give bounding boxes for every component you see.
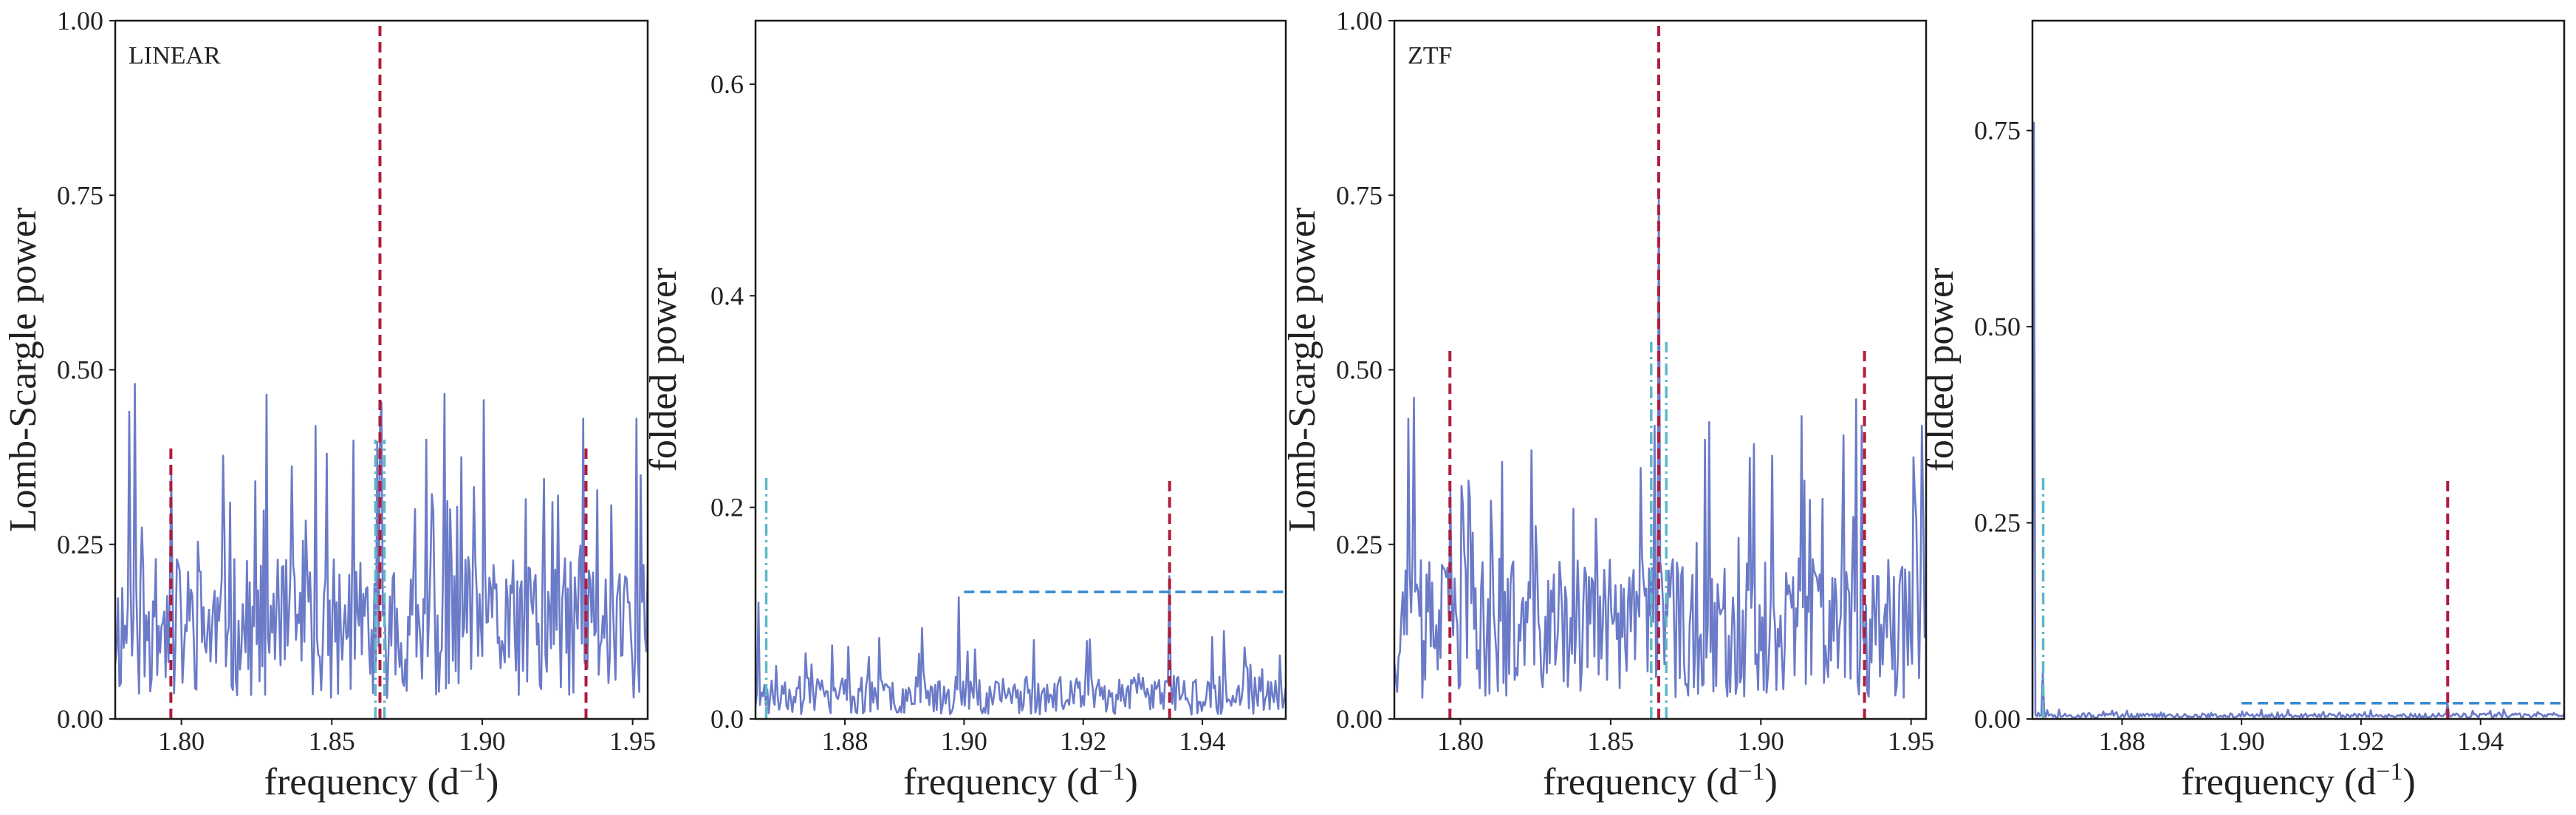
- x-axis-label-tail: ): [1765, 761, 1778, 803]
- y-tick-label: 0.50: [57, 355, 103, 385]
- panel-1: 1.80 1.85 1.90 1.95 0.00 0.25 0.50 0.75 1.00 freq…: [2, 6, 656, 803]
- panel-tag: LINEAR: [129, 42, 221, 69]
- x-tick-label: 1.92: [2337, 726, 2384, 756]
- y-tick-label: 0.4: [710, 281, 744, 310]
- x-axis-label-exponent: −1: [459, 758, 486, 785]
- x-axis-label-tail: ): [2403, 761, 2416, 803]
- x-tick-label: 1.80: [158, 726, 205, 756]
- x-axis-label-exponent: −1: [1098, 758, 1125, 785]
- x-tick-label: 1.92: [1060, 726, 1106, 756]
- x-tick-label: 1.90: [1738, 726, 1784, 756]
- power-series-3: [1394, 194, 1926, 699]
- x-axis-label-main: frequency (d: [1543, 761, 1738, 803]
- x-tick-label: 1.88: [822, 726, 869, 756]
- y-axis-label: folded power: [1919, 268, 1962, 472]
- x-axis-label-main: frequency (d: [264, 761, 459, 803]
- x-tick-label: 1.88: [2099, 726, 2145, 756]
- y-tick-label: 0.75: [1974, 116, 2021, 146]
- y-tick-label: 0.25: [57, 530, 103, 559]
- x-tick-label: 1.85: [1587, 726, 1634, 756]
- x-tick-label: 1.80: [1437, 726, 1484, 756]
- y-tick-label: 0.50: [1336, 355, 1383, 385]
- y-tick-label: 0.00: [1974, 704, 2021, 734]
- x-axis-label: frequency (d−1): [1543, 758, 1778, 803]
- y-tick-label: 0.75: [1336, 180, 1383, 210]
- x-axis-label-exponent: −1: [2376, 758, 2402, 785]
- y-tick-label: 0.6: [710, 69, 744, 99]
- x-axis-label: frequency (d−1): [264, 758, 499, 803]
- axes-frame: [2031, 19, 2566, 720]
- x-tick-label: 1.94: [2457, 726, 2504, 756]
- x-axis-label-tail: ): [1126, 761, 1138, 803]
- power-series-4: [2032, 121, 2564, 719]
- x-axis-label-main: frequency (d: [2181, 761, 2376, 803]
- panel-4: 1.88 1.90 1.92 1.94 0.00 0.25 0.50 0.75 frequenc…: [1919, 19, 2566, 803]
- panels: 1.80 1.85 1.90 1.95 0.00 0.25 0.50 0.75 1.00 freq…: [2, 6, 2566, 803]
- x-axis-label-tail: ): [486, 761, 499, 803]
- y-tick-label: 1.00: [1336, 6, 1383, 35]
- y-tick-label: 0.0: [710, 704, 744, 734]
- y-axis-label: Lomb-Scargle power: [2, 208, 44, 532]
- y-tick-label: 0.00: [57, 704, 103, 734]
- axes-frame: [754, 19, 1287, 720]
- x-tick-label: 1.95: [1888, 726, 1934, 756]
- x-tick-label: 1.90: [2219, 726, 2265, 756]
- y-tick-label: 0.50: [1974, 312, 2021, 341]
- y-tick-label: 0.25: [1974, 508, 2021, 538]
- y-axis-label: folded power: [643, 268, 685, 472]
- y-axis-label: Lomb-Scargle power: [1281, 208, 1323, 532]
- x-tick-label: 1.94: [1179, 726, 1226, 756]
- x-tick-label: 1.90: [941, 726, 987, 756]
- panel-3: 1.80 1.85 1.90 1.95 0.00 0.25 0.50 0.75 1.00 freq…: [1281, 6, 1934, 803]
- x-axis-label: frequency (d−1): [903, 758, 1138, 803]
- panel-2: 1.88 1.90 1.92 1.94 0.0 0.2 0.4 0.6 frequency (d…: [643, 19, 1287, 803]
- y-tick-label: 0.00: [1336, 704, 1383, 734]
- panel-tag: ZTF: [1408, 42, 1452, 69]
- x-tick-label: 1.85: [309, 726, 355, 756]
- x-axis-label-main: frequency (d: [903, 761, 1098, 803]
- x-tick-label: 1.95: [609, 726, 656, 756]
- y-tick-label: 0.25: [1336, 530, 1383, 559]
- x-tick-label: 1.90: [459, 726, 505, 756]
- y-tick-label: 0.75: [57, 180, 103, 210]
- x-axis-label: frequency (d−1): [2181, 758, 2416, 803]
- x-axis-label-exponent: −1: [1738, 758, 1764, 785]
- y-tick-label: 1.00: [57, 6, 103, 35]
- y-tick-label: 0.2: [710, 493, 744, 522]
- power-series-2: [756, 575, 1286, 716]
- power-series-1: [115, 383, 648, 699]
